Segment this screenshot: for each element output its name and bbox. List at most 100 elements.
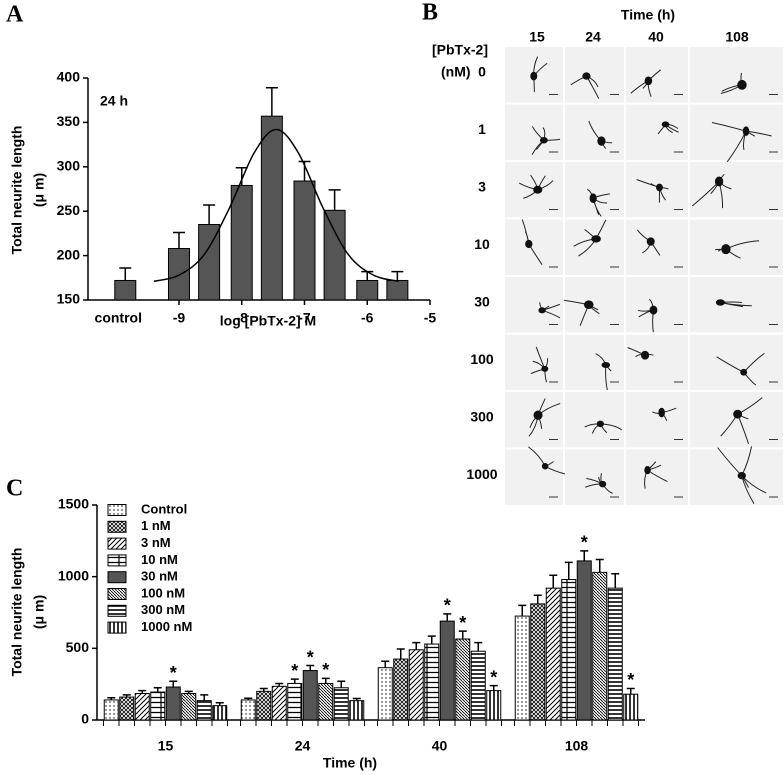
- bar: [623, 693, 639, 721]
- x-axis-title: Time (h): [323, 755, 377, 771]
- bar: [150, 691, 166, 721]
- significance-mark: *: [170, 663, 177, 683]
- bar: [408, 649, 424, 721]
- error-bar: [215, 702, 224, 706]
- neurite: [717, 446, 767, 505]
- error-bar: [381, 660, 390, 668]
- micrograph: [626, 219, 688, 275]
- legend-label: 1000 nM: [141, 619, 192, 634]
- legend-label: Control: [141, 501, 187, 516]
- x-tick-label: control: [95, 310, 142, 326]
- error-bar: [361, 270, 374, 281]
- soma: [661, 121, 670, 128]
- error-bar: [533, 594, 542, 604]
- legend-label: 3 nM: [141, 535, 171, 550]
- bar: [114, 279, 137, 301]
- error-bar: [337, 680, 346, 688]
- micrograph: [565, 392, 624, 448]
- legend-label: 300 nM: [141, 602, 185, 617]
- micrograph: [565, 47, 624, 103]
- soma: [599, 480, 607, 488]
- annotation: 24 h: [100, 93, 128, 109]
- error-bar: [595, 558, 604, 573]
- error-bar: [235, 166, 248, 186]
- bar: [530, 603, 546, 721]
- error-bar: [580, 550, 589, 561]
- soma: [538, 307, 546, 314]
- x-tick-label: 40: [432, 738, 448, 754]
- soma: [539, 137, 548, 144]
- neurite: [637, 298, 654, 333]
- bar: [514, 615, 530, 721]
- bar: [545, 587, 561, 721]
- bar: [165, 686, 181, 721]
- soma: [533, 185, 543, 194]
- error-bar: [328, 189, 341, 211]
- legend-swatch: [107, 554, 127, 567]
- error-bar: [306, 664, 315, 671]
- panel-label: C: [6, 476, 23, 502]
- bar: [424, 643, 440, 721]
- error-bar: [265, 87, 278, 117]
- neurite: [573, 219, 607, 257]
- row-label: 100: [470, 351, 494, 367]
- bar: [134, 692, 150, 721]
- neurite: [720, 397, 763, 445]
- bar: [196, 700, 212, 721]
- micrograph: [690, 449, 783, 505]
- micrograph: [626, 277, 688, 333]
- micrograph: [690, 392, 783, 448]
- bar: [212, 705, 228, 721]
- column-label: 24: [585, 29, 601, 45]
- error-bar: [169, 680, 178, 688]
- micrograph: [565, 219, 624, 275]
- y-tick-label: 1000: [58, 567, 89, 583]
- row-label: 1000: [466, 466, 497, 482]
- soma: [597, 136, 606, 146]
- bar: [356, 279, 379, 301]
- y-axis-title: (μ m): [31, 173, 47, 207]
- legend-swatch: [107, 537, 127, 550]
- soma: [715, 299, 725, 306]
- error-bar: [200, 694, 209, 701]
- soma: [589, 193, 597, 204]
- legend-swatch: [107, 604, 127, 617]
- x-tick-label: -9: [173, 310, 186, 326]
- bar: [455, 638, 471, 721]
- bar: [561, 579, 577, 721]
- error-bar: [443, 613, 452, 622]
- significance-mark: *: [627, 670, 634, 690]
- micrograph: [505, 334, 563, 390]
- y-tick-label: 300: [57, 158, 81, 174]
- soma: [646, 237, 655, 246]
- micrograph: [565, 334, 624, 390]
- bar: [167, 247, 190, 301]
- y-tick-label: 150: [57, 291, 81, 307]
- row-label: 3: [478, 178, 486, 194]
- image-grid: Time (h) [PbTx-2] (nM) 15 24 40 108 0 1 3 10 30 1…: [432, 7, 783, 505]
- error-bar: [203, 204, 216, 225]
- error-bar: [119, 267, 132, 281]
- y-axis-title: Total neurite length: [9, 548, 25, 677]
- soma: [596, 420, 605, 428]
- column-label: 15: [529, 29, 545, 45]
- bar: [287, 682, 303, 721]
- error-bar: [259, 687, 268, 692]
- micrograph: [690, 47, 783, 103]
- soma: [583, 300, 594, 310]
- error-bar: [489, 684, 498, 691]
- neurite: [584, 423, 622, 434]
- error-bar: [474, 641, 483, 652]
- significance-mark: *: [322, 660, 329, 680]
- neurite: [657, 123, 679, 135]
- error-bar: [275, 682, 284, 687]
- neurite: [644, 461, 668, 489]
- neurite: [518, 174, 554, 199]
- panel-label: A: [6, 2, 24, 28]
- soma: [737, 472, 746, 480]
- error-bar: [458, 630, 467, 640]
- row-label: 300: [470, 408, 494, 424]
- micrograph: [690, 334, 783, 390]
- micrograph: [505, 277, 563, 333]
- micrograph: [626, 47, 688, 103]
